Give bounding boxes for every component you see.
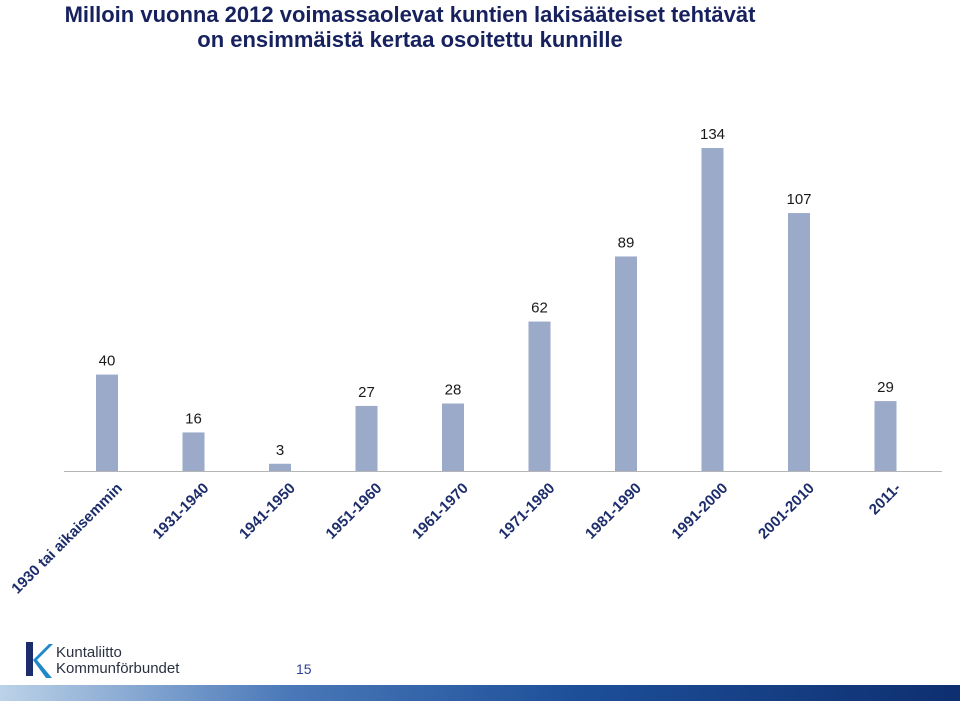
data-label-9: 29 bbox=[877, 379, 894, 396]
bar-9 bbox=[874, 401, 897, 471]
bar-7 bbox=[701, 148, 724, 471]
bar-4 bbox=[442, 403, 464, 471]
chart-title-line-2: on ensimmäistä kertaa osoitettu kunnille bbox=[197, 27, 623, 52]
bar-3 bbox=[355, 405, 378, 471]
x-tick-label-9: 2011- bbox=[866, 480, 905, 519]
x-tick-label-2: 1941-1950 bbox=[236, 480, 299, 543]
bar-1 bbox=[182, 432, 205, 471]
bar-6 bbox=[615, 256, 637, 471]
x-tick-label-5: 1971-1980 bbox=[496, 480, 559, 543]
data-label-0: 40 bbox=[99, 353, 116, 370]
logo-text-kuntaliitto: Kuntaliitto bbox=[56, 644, 122, 661]
logo-text-kommunforbundet: Kommunförbundet bbox=[56, 660, 180, 677]
x-tick-label-6: 1981-1990 bbox=[582, 480, 645, 543]
bar-2 bbox=[269, 463, 291, 471]
bar-5 bbox=[528, 321, 551, 471]
footer-bar bbox=[0, 685, 960, 701]
x-tick-label-3: 1951-1960 bbox=[323, 480, 386, 543]
data-label-4: 28 bbox=[445, 382, 462, 399]
data-label-2: 3 bbox=[276, 442, 284, 459]
chart-title: Milloin vuonna 2012 voimassaolevat kunti… bbox=[0, 2, 820, 52]
data-label-8: 107 bbox=[786, 191, 811, 208]
data-label-3: 27 bbox=[358, 384, 375, 401]
x-tick-label-4: 1961-1970 bbox=[409, 480, 472, 543]
x-tick-label-8: 2001-2010 bbox=[755, 480, 818, 543]
x-tick-label-1: 1931-1940 bbox=[150, 480, 213, 543]
data-label-7: 134 bbox=[700, 126, 725, 143]
x-tick-label-7: 1991-2000 bbox=[669, 480, 732, 543]
kuntaliitto-logo: Kuntaliitto Kommunförbundet bbox=[24, 636, 224, 680]
page-number: 15 bbox=[296, 661, 312, 677]
data-label-5: 62 bbox=[531, 300, 548, 317]
bar-8 bbox=[788, 213, 810, 471]
chart-title-line-1: Milloin vuonna 2012 voimassaolevat kunti… bbox=[64, 2, 756, 27]
data-label-6: 89 bbox=[618, 234, 635, 251]
kuntaliitto-k-logo-icon bbox=[26, 642, 53, 678]
x-tick-label-0: 1930 tai aikaisemmin bbox=[8, 480, 126, 598]
data-label-1: 16 bbox=[185, 410, 202, 427]
bar-chart: 40 16 3 27 28 62 89 134 107 29 1930 tai aikaisemm… bbox=[8, 126, 942, 598]
bar-0 bbox=[96, 374, 118, 471]
